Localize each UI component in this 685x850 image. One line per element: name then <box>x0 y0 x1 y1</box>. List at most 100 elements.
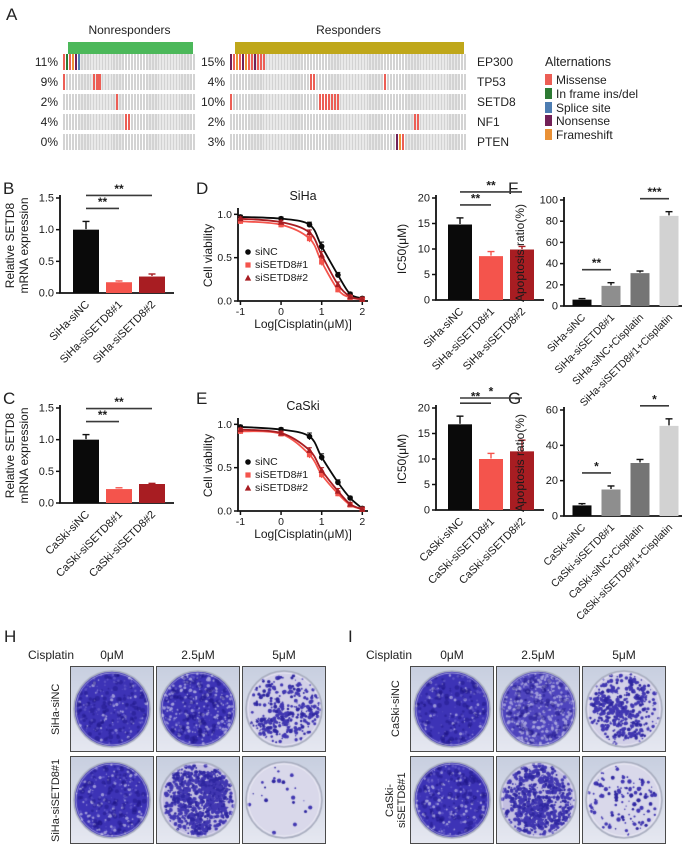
svg-text:***: *** <box>647 185 661 199</box>
legend-chip-missense <box>545 74 552 85</box>
svg-text:Apoptosis ratio(%): Apoptosis ratio(%) <box>513 414 527 512</box>
colony-dish-photo <box>497 667 579 751</box>
svg-text:0.5: 0.5 <box>217 462 232 474</box>
colony-dish <box>156 666 240 752</box>
svg-text:Relative SETD8: Relative SETD8 <box>3 412 17 498</box>
legend-label-missense: Missense <box>556 73 607 87</box>
panel-label-f: F <box>508 179 519 198</box>
mutation-nonsense <box>230 54 233 70</box>
mutation-missense <box>336 94 339 110</box>
mutation-nonsense <box>395 134 399 150</box>
mutation-splice <box>77 54 80 70</box>
svg-text:1.0: 1.0 <box>217 419 232 431</box>
colony-dish-photo <box>411 667 493 751</box>
mutation-missense <box>259 54 262 70</box>
group-color-bar <box>235 42 464 55</box>
mutation-missense <box>63 54 66 70</box>
mutation-nonsense <box>74 54 77 70</box>
row-label-caski-sisetd8: CaSki-siSETD8#1 <box>384 772 408 828</box>
colony-dish <box>242 756 326 844</box>
oncoprint-row <box>230 74 467 90</box>
mutation-inframe <box>65 54 69 70</box>
svg-text:Log[Cisplatin(μM)]: Log[Cisplatin(μM)] <box>254 527 352 541</box>
percent-label: 15% <box>200 55 225 69</box>
mutation-missense <box>333 94 336 110</box>
svg-text:IC50(μM): IC50(μM) <box>395 434 409 484</box>
oncoprint-row <box>63 134 196 150</box>
mutation-missense <box>324 94 327 110</box>
mutation-missense <box>232 54 236 70</box>
svg-text:0.0: 0.0 <box>217 296 232 308</box>
svg-text:siNC: siNC <box>255 246 278 258</box>
svg-text:100: 100 <box>540 195 558 207</box>
legend-title: Alternations <box>545 55 612 69</box>
svg-text:0: 0 <box>278 306 284 318</box>
chart-viability-curve-caski: CaSki 0.0 0.5 1.0 -1 0 1 2 Log[Cisplatin(μM)] Cel… <box>201 399 368 541</box>
percent-label: 4% <box>40 115 58 129</box>
row-label-caski-sinc: CaSki-siNC <box>390 680 402 738</box>
percent-label: 2% <box>207 115 225 129</box>
chart-setd8-mrna-caski: 0.0 0.5 1.0 1.5 Relative SETD8 mRNA expressio… <box>3 395 174 580</box>
mutation-missense <box>384 74 387 90</box>
colony-dish-photo <box>243 667 325 751</box>
svg-text:IC50(μM): IC50(μM) <box>395 224 409 274</box>
colony-dish-photo <box>157 757 239 843</box>
mutation-missense <box>238 54 241 70</box>
legend-chip-splice <box>545 101 552 113</box>
percent-label: 11% <box>34 55 58 69</box>
svg-text:siNC: siNC <box>255 456 278 468</box>
panel-label-h: H <box>4 627 17 646</box>
oncoprint-row <box>63 54 196 70</box>
svg-text:1: 1 <box>319 306 325 318</box>
mutation-missense <box>125 114 128 130</box>
panel-label-i: I <box>348 627 353 646</box>
mutation-missense <box>63 74 66 90</box>
colony-dish <box>496 666 580 752</box>
panel-label-e: E <box>196 389 208 408</box>
svg-text:0: 0 <box>552 511 558 523</box>
percent-label: 0% <box>40 135 58 149</box>
chart-ic50-siha: 05101520IC50(μM)SiHa-siNCSiHa-siSETD8#1S… <box>395 178 544 373</box>
percent-label: 9% <box>40 75 58 89</box>
svg-text:Cell viability: Cell viability <box>201 434 215 497</box>
svg-text:siSETD8#1: siSETD8#1 <box>255 469 308 481</box>
colony-dish-photo <box>157 667 239 751</box>
row-label-siha-sinc: SiHa-siNC <box>50 683 62 735</box>
oncoprint-row <box>230 114 467 130</box>
svg-text:20: 20 <box>418 403 430 415</box>
mutation-missense <box>321 94 324 110</box>
svg-text:1: 1 <box>319 516 325 528</box>
mutation-nonsense <box>241 54 244 70</box>
mutation-missense <box>312 74 316 90</box>
svg-text:*: * <box>652 392 657 406</box>
svg-text:5: 5 <box>424 479 430 491</box>
svg-text:20: 20 <box>546 475 558 487</box>
chart-setd8-mrna-siha: 0.0 0.5 1.0 1.5 Relative SETD8 mRNA expressio… <box>3 182 174 366</box>
oncoprint-row <box>63 94 196 110</box>
cisplatin-label-i: Cisplatin <box>366 648 413 662</box>
panel-label-b: B <box>3 179 15 198</box>
mutation-missense <box>247 54 250 70</box>
gene-label-pten: PTEN <box>477 135 510 149</box>
colony-dish-photo <box>583 757 665 843</box>
mutation-frameshift <box>235 54 239 70</box>
legend-chip-frameshift <box>545 129 552 141</box>
colony-dish <box>70 666 154 752</box>
svg-text:0: 0 <box>424 505 430 517</box>
mutation-frameshift <box>398 134 401 150</box>
svg-text:0.0: 0.0 <box>217 506 232 518</box>
svg-text:*: * <box>594 459 599 473</box>
svg-text:**: ** <box>486 178 496 192</box>
gene-label-ep300: EP300 <box>477 55 514 69</box>
svg-text:1.0: 1.0 <box>39 434 54 446</box>
chart-viability-curve-siha: SiHa 0.0 0.5 1.0 -1 0 1 2 Log[Cisplatin(μM)] Cell… <box>201 189 368 331</box>
oncoprint-row <box>63 114 196 130</box>
svg-text:1.5: 1.5 <box>39 193 54 205</box>
mutation-missense <box>230 94 233 110</box>
mutation-missense <box>262 54 265 70</box>
legend-chip-inframe <box>545 87 552 99</box>
gene-label-nf1: NF1 <box>477 115 500 129</box>
panel-label-a: A <box>6 5 18 24</box>
svg-text:0.5: 0.5 <box>39 466 54 478</box>
mutation-missense <box>413 114 416 130</box>
